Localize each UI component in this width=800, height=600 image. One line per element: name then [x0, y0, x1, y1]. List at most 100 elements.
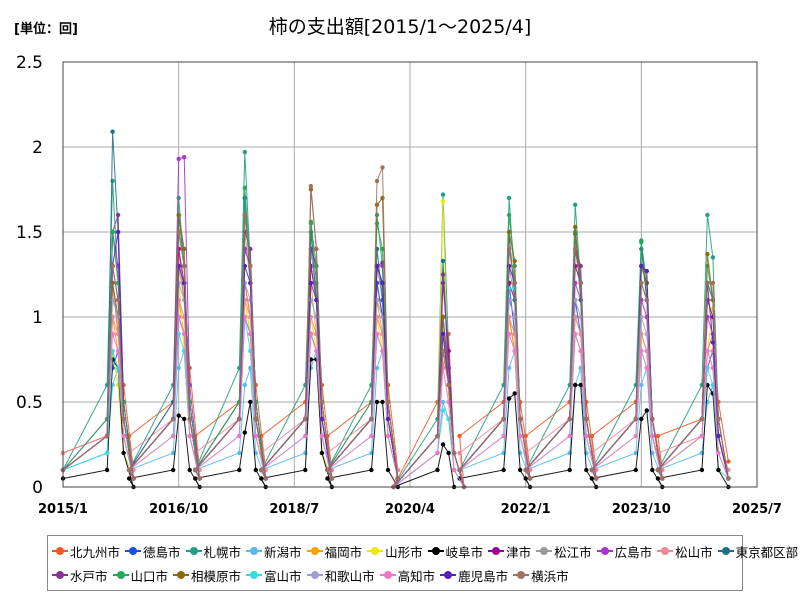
data-point [121, 433, 126, 439]
data-point [501, 433, 506, 439]
data-point [171, 416, 176, 422]
data-point [710, 340, 716, 345]
data-point [253, 433, 258, 439]
data-point [573, 246, 578, 252]
legend-label: 岐阜市 [445, 544, 484, 560]
data-point [457, 433, 462, 439]
data-point [440, 258, 446, 264]
data-point [446, 382, 451, 388]
legend-label: 山形市 [385, 544, 423, 560]
legend-marker [379, 570, 396, 580]
chart-legend: 北九州市 徳島市 札幌市 新潟市 福岡市 山形市 岐阜市 津市 松江市 広島市 松山市 東京都区部 水… [47, 535, 798, 591]
data-point [633, 416, 638, 422]
legend-label: 山口市 [130, 568, 169, 584]
series-line [62, 167, 729, 488]
data-point [182, 263, 187, 269]
legend-item: 東京都区部 [717, 542, 798, 561]
data-point [705, 251, 710, 257]
data-point [506, 331, 512, 337]
chart-title: 柿の支出額[2015/1～2025/4] [268, 16, 532, 38]
data-point [655, 467, 661, 473]
x-tick-label: 2022/1 [501, 502, 551, 517]
y-tick-label: 2 [32, 138, 43, 158]
data-point [650, 433, 655, 439]
data-point [395, 476, 401, 481]
legend-item: 札幌市 [185, 542, 241, 561]
data-point [374, 365, 380, 371]
legend-marker [488, 546, 505, 556]
data-point [380, 348, 385, 354]
y-tick-label: 1 [32, 308, 43, 328]
data-point [716, 450, 721, 456]
data-point [655, 433, 661, 439]
data-point [440, 399, 446, 405]
legend-item: 高知市 [379, 566, 435, 585]
data-point [308, 183, 314, 189]
data-point [440, 314, 446, 320]
data-point [110, 178, 115, 184]
data-point [182, 416, 187, 422]
data-point [451, 467, 457, 473]
legend-marker [173, 570, 190, 580]
data-point [187, 416, 192, 422]
data-point [242, 185, 247, 190]
x-tick-label: 2020/4 [385, 502, 435, 517]
legend-item: 北九州市 [52, 542, 120, 561]
data-point [369, 467, 374, 473]
data-point [644, 297, 649, 303]
data-point [126, 467, 132, 473]
data-point [115, 314, 121, 320]
data-point [237, 416, 242, 422]
data-point [573, 297, 578, 303]
data-point [523, 476, 528, 481]
data-point [187, 467, 192, 473]
data-point [573, 314, 578, 320]
data-point [440, 272, 446, 277]
legend-marker [185, 546, 202, 556]
data-point [523, 467, 528, 473]
legend-marker [513, 570, 530, 580]
data-point [501, 467, 506, 473]
data-point [380, 195, 385, 201]
data-point [237, 467, 242, 473]
data-point [325, 467, 330, 473]
y-tick-label: 2.5 [16, 53, 43, 73]
data-point [248, 263, 253, 269]
data-point [512, 391, 517, 396]
data-point [633, 433, 638, 439]
data-point [589, 433, 594, 439]
data-point [303, 433, 308, 439]
data-point [644, 348, 649, 354]
data-point [380, 399, 385, 405]
data-point [308, 297, 314, 303]
data-point [716, 467, 721, 473]
data-point [115, 229, 121, 235]
data-point [110, 263, 115, 269]
data-point [176, 156, 181, 162]
legend-label: 松山市 [675, 544, 713, 560]
data-point [506, 396, 512, 401]
data-point [506, 263, 512, 269]
data-point [518, 433, 523, 439]
data-point [182, 348, 187, 354]
data-point [110, 280, 115, 286]
legend-marker [52, 570, 68, 580]
data-point [314, 246, 319, 252]
legend-item: 鹿児島市 [440, 566, 508, 585]
legend-marker [657, 546, 674, 556]
data-point [110, 129, 115, 134]
data-point [501, 416, 506, 422]
legend-item: 山口市 [112, 566, 169, 585]
data-point [710, 255, 716, 260]
legend-label: 和歌山市 [324, 568, 375, 584]
data-point [527, 476, 533, 481]
data-point [639, 263, 644, 269]
data-point [589, 467, 594, 473]
legend-marker [125, 546, 142, 556]
data-point [242, 149, 247, 155]
data-point [639, 382, 644, 388]
unit-label: [単位：回] [14, 22, 78, 37]
data-point [248, 331, 253, 337]
data-point [573, 202, 578, 207]
data-point [253, 416, 258, 422]
